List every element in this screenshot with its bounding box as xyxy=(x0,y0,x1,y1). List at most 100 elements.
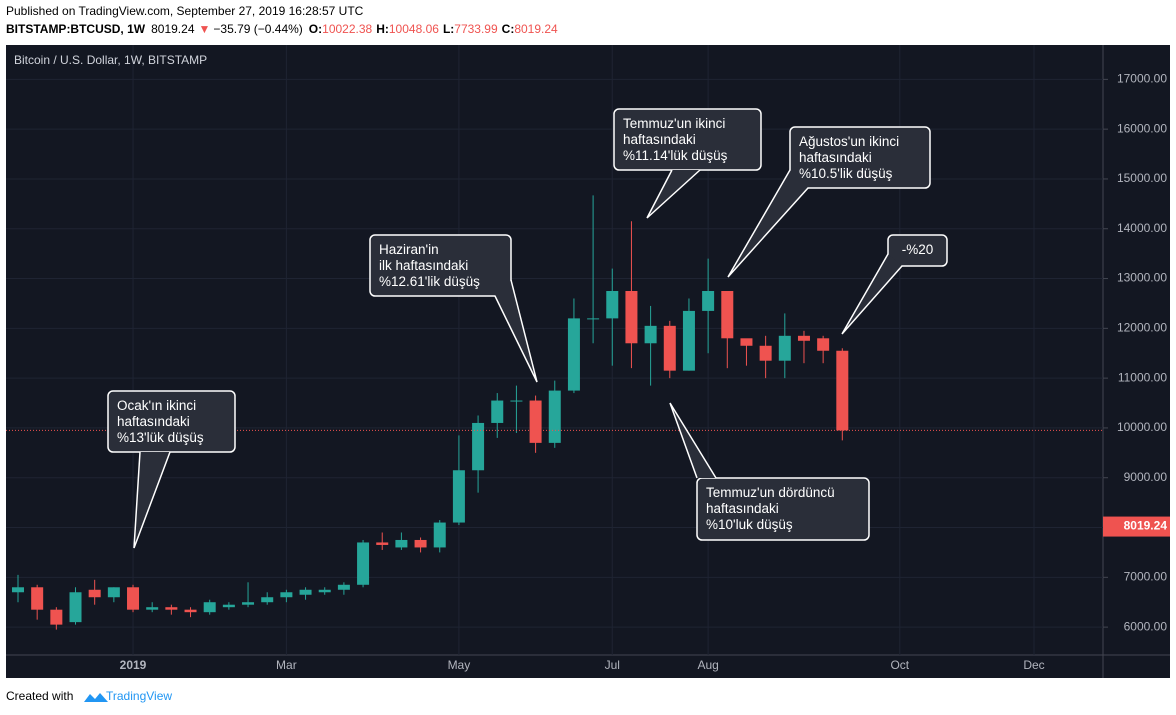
candle-body xyxy=(184,609,197,613)
x-tick-label: Mar xyxy=(276,658,297,672)
candle-body xyxy=(337,584,350,590)
candle-body xyxy=(242,602,255,605)
ohlc-label: L: xyxy=(443,22,454,36)
candle-body xyxy=(50,609,63,625)
callout-text: %10'luk düşüş xyxy=(706,517,793,532)
x-tick-label: Jul xyxy=(605,658,620,672)
ohlc-value: 10022.38 xyxy=(322,22,372,36)
y-tick-label: 12000.00 xyxy=(1117,321,1167,335)
change: −35.79 (−0.44%) xyxy=(213,22,302,36)
callout-box xyxy=(696,477,870,541)
brand-logo xyxy=(84,693,108,702)
candle-body xyxy=(663,325,676,371)
price: 8019.24 xyxy=(151,22,195,36)
symbol-line: BITSTAMP:BTCUSD, 1W 8019.24 ▼ −35.79 (−0.44… xyxy=(6,22,558,36)
last-price-tag xyxy=(1103,516,1170,537)
ohlc-value: 10048.06 xyxy=(389,22,439,36)
candle-body xyxy=(721,290,734,339)
chart-bg xyxy=(6,45,1170,678)
candle-body xyxy=(836,350,849,431)
plot: 6000.007000.008000.009000.0010000.001100… xyxy=(6,45,1170,672)
candle-body xyxy=(69,592,82,623)
x-tick-label: Aug xyxy=(697,658,718,672)
callout-pointer xyxy=(495,280,537,382)
y-tick-label: 9000.00 xyxy=(1124,470,1168,484)
callout-text: Ocak'ın ikinci xyxy=(117,398,196,413)
candle-body xyxy=(414,539,427,548)
y-tick-label: 17000.00 xyxy=(1117,72,1167,86)
callout-text: %12.61'lik düşüş xyxy=(379,274,480,289)
candle-body xyxy=(146,607,159,610)
candle-body xyxy=(702,290,715,311)
candle-body xyxy=(31,587,44,610)
candle-body xyxy=(318,589,331,593)
callout-box xyxy=(369,234,512,297)
symbol: BITSTAMP:BTCUSD, 1W xyxy=(6,22,146,36)
callout-pointer-edge xyxy=(727,169,809,278)
candle-body xyxy=(625,290,638,344)
y-tick-label: 10000.00 xyxy=(1117,420,1167,434)
candle-body xyxy=(587,318,600,320)
ohlc-value: 8019.24 xyxy=(514,22,558,36)
ohlc-label: H: xyxy=(376,22,389,36)
callout-text: -%20 xyxy=(902,242,934,257)
callout-text: Temmuz'un dördüncü xyxy=(706,485,835,500)
brand: TradingView xyxy=(106,689,172,703)
candle-body xyxy=(107,587,120,598)
callout-box xyxy=(887,234,948,267)
candle-body xyxy=(280,592,293,598)
callout-text: %13'lük düşüş xyxy=(117,430,204,445)
candle-body xyxy=(797,335,810,341)
x-tick-label: Oct xyxy=(890,658,909,672)
y-tick-label: 7000.00 xyxy=(1124,569,1168,583)
candle-body xyxy=(222,604,235,608)
y-tick-label: 6000.00 xyxy=(1124,619,1168,633)
callout-pointer-edge xyxy=(494,279,538,383)
callout-text: Ağustos'un ikinci xyxy=(799,134,899,149)
ohlc-label: O: xyxy=(309,22,322,36)
callout-pointer-edge xyxy=(669,402,717,479)
callout-box xyxy=(107,390,236,453)
y-tick-label: 14000.00 xyxy=(1117,221,1167,235)
candle-body xyxy=(127,587,140,610)
candle-body xyxy=(606,290,619,319)
y-tick-label: 15000.00 xyxy=(1117,171,1167,185)
candle-body xyxy=(682,310,695,371)
candle-body xyxy=(491,400,504,423)
callout-box xyxy=(789,126,931,189)
callout-text: haftasındaki xyxy=(623,132,696,147)
candle-body xyxy=(510,400,523,402)
candle-body xyxy=(12,587,24,593)
candle-body xyxy=(472,422,485,471)
callout-text: Temmuz'un ikinci xyxy=(623,116,725,131)
candle-body xyxy=(452,470,465,523)
candle-body xyxy=(433,522,446,548)
callout-text: haftasındaki xyxy=(117,414,190,429)
candle-body xyxy=(165,607,178,610)
candle-body xyxy=(817,338,830,351)
chart-title: Bitcoin / U.S. Dollar, 1W, BITSTAMP xyxy=(14,53,207,67)
candle-body xyxy=(644,325,657,344)
x-tick-label: Dec xyxy=(1023,658,1044,672)
candle-body xyxy=(88,589,101,598)
candle-body xyxy=(203,602,216,613)
ohlc-value: 7733.99 xyxy=(454,22,498,36)
callout-text: %10.5'lik düşüş xyxy=(799,166,893,181)
ohlc-label: C: xyxy=(502,22,515,36)
created: Created with xyxy=(6,689,73,703)
last-price-label: 8019.24 xyxy=(1124,519,1168,533)
callout-text: haftasındaki xyxy=(706,501,779,516)
candle-body xyxy=(567,318,580,391)
callout-text: %11.14'lük düşüş xyxy=(623,148,728,163)
candle-body xyxy=(529,400,542,443)
arrow: ▼ xyxy=(199,22,211,36)
x-tick-label: May xyxy=(448,658,471,672)
y-tick-label: 11000.00 xyxy=(1118,370,1167,384)
candle-body xyxy=(357,542,370,585)
y-tick-label: 13000.00 xyxy=(1117,271,1167,285)
callout-pointer-edge xyxy=(646,169,701,219)
x-tick-label: 2019 xyxy=(120,658,147,672)
callout-text: Haziran'in xyxy=(379,242,439,257)
callout-text: haftasındaki xyxy=(799,150,872,165)
